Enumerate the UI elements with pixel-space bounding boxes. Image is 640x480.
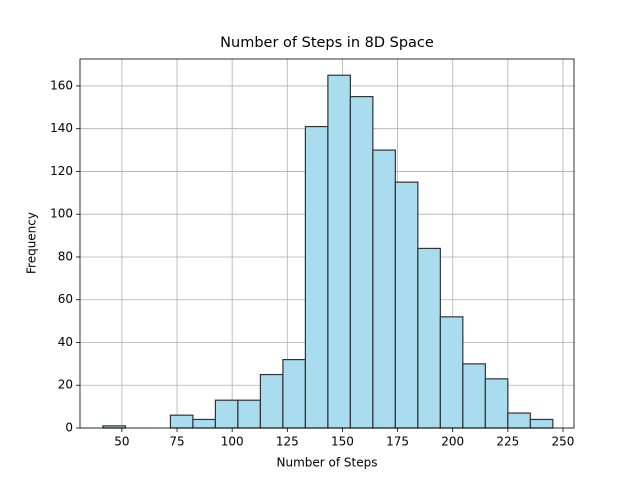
bar bbox=[529, 418, 554, 429]
y-tick-label: 160 bbox=[50, 78, 73, 92]
x-tick-label: 50 bbox=[114, 435, 129, 449]
y-tick-label: 120 bbox=[50, 164, 73, 178]
y-tick-label: 60 bbox=[58, 292, 73, 306]
x-tick-label: 100 bbox=[221, 435, 244, 449]
bar bbox=[394, 181, 419, 429]
bar bbox=[282, 358, 306, 429]
x-tick-label: 75 bbox=[169, 435, 184, 449]
bar bbox=[192, 418, 217, 429]
chart-title: Number of Steps in 8D Space bbox=[220, 35, 434, 51]
x-tick-label: 125 bbox=[276, 435, 299, 449]
y-tick-label: 100 bbox=[50, 207, 73, 221]
x-axis-label: Number of Steps bbox=[277, 456, 378, 470]
bar bbox=[169, 414, 194, 429]
x-tick-label: 225 bbox=[496, 435, 519, 449]
bar bbox=[349, 96, 374, 429]
y-tick-label: 20 bbox=[58, 378, 73, 392]
bar bbox=[237, 399, 261, 429]
y-axis-label: Frequency bbox=[25, 212, 39, 274]
bar bbox=[327, 74, 351, 429]
bar bbox=[304, 125, 329, 429]
plot-frame bbox=[79, 58, 575, 429]
bar bbox=[372, 149, 396, 429]
x-tick-label: 250 bbox=[552, 435, 575, 449]
bar bbox=[214, 399, 239, 429]
bar bbox=[417, 247, 441, 429]
y-tick-label: 140 bbox=[50, 121, 73, 135]
y-tick-label: 80 bbox=[58, 249, 73, 263]
y-tick-label: 40 bbox=[58, 335, 73, 349]
bar bbox=[462, 363, 486, 429]
bar bbox=[507, 412, 531, 429]
x-tick-label: 175 bbox=[386, 435, 409, 449]
bar bbox=[439, 316, 464, 429]
bar bbox=[484, 378, 509, 429]
y-tick-label: 0 bbox=[65, 421, 73, 435]
x-tick-label: 200 bbox=[441, 435, 464, 449]
bar bbox=[259, 373, 284, 429]
x-tick-label: 150 bbox=[331, 435, 354, 449]
